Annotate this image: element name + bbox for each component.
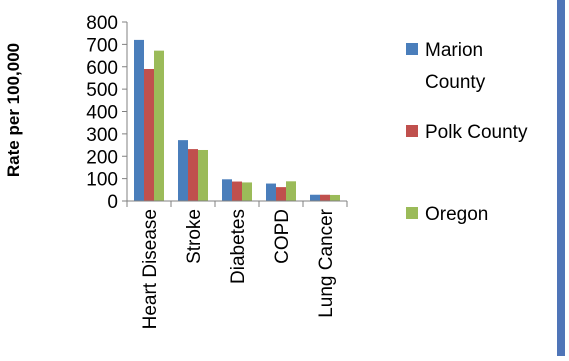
bar-polk-county-4 — [320, 194, 330, 201]
bar-polk-county-2 — [232, 181, 242, 201]
legend-label: Oregon — [425, 204, 488, 225]
bar-marion-county-3 — [266, 183, 276, 201]
bar-marion-county-0 — [134, 39, 144, 202]
y-tick-label: 200 — [86, 147, 118, 168]
x-tick-label: Diabetes — [228, 209, 249, 284]
legend-swatch — [406, 125, 418, 137]
y-axis-title: Rate per 100,000 — [4, 43, 23, 177]
x-tick-label: Stroke — [184, 209, 205, 264]
bar-polk-county-1 — [188, 149, 198, 201]
legend-swatch — [406, 207, 418, 219]
bar-oregon-0 — [154, 50, 164, 201]
legend: Marion County Polk County Oregon — [406, 40, 528, 225]
y-tick-label: 0 — [107, 192, 118, 213]
legend-label: Polk County — [425, 122, 528, 143]
bar-marion-county-2 — [222, 179, 232, 201]
y-tick-label: 300 — [86, 125, 118, 146]
y-tick-label: 600 — [86, 58, 118, 79]
y-tick-label: 400 — [86, 103, 118, 124]
x-tick-label: Lung Cancer — [316, 208, 337, 317]
bar-marion-county-4 — [310, 194, 320, 201]
bar-polk-county-0 — [144, 68, 154, 201]
y-tick-label: 500 — [86, 80, 118, 101]
bar-marion-county-1 — [178, 140, 188, 201]
right-accent-bar — [557, 0, 565, 356]
y-tick-label: 100 — [86, 170, 118, 191]
x-tick-label: COPD — [272, 209, 293, 264]
bar-oregon-1 — [198, 149, 208, 201]
bar-oregon-4 — [330, 194, 340, 201]
legend-swatch — [406, 43, 418, 55]
x-tick-label: Heart Disease — [140, 209, 161, 329]
bars — [134, 39, 340, 202]
bar-oregon-2 — [242, 182, 252, 201]
y-tick-label: 800 — [86, 13, 118, 34]
legend-label: Marion County — [425, 40, 486, 93]
x-axis: Heart Disease Stroke Diabetes COPD Lung Canc… — [126, 200, 348, 329]
bar-oregon-3 — [286, 181, 296, 201]
y-tick-label: 700 — [86, 35, 118, 56]
bar-polk-county-3 — [276, 187, 286, 201]
